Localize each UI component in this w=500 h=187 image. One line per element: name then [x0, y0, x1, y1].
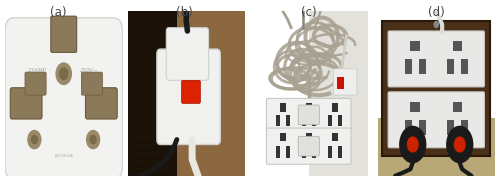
Bar: [447, 120, 454, 135]
Bar: [337, 77, 344, 89]
Bar: [410, 41, 420, 51]
Circle shape: [28, 131, 41, 149]
Circle shape: [400, 126, 425, 163]
FancyBboxPatch shape: [25, 72, 46, 95]
Circle shape: [56, 63, 72, 85]
FancyBboxPatch shape: [182, 80, 201, 103]
FancyBboxPatch shape: [51, 16, 76, 52]
Circle shape: [32, 135, 38, 144]
Bar: [328, 146, 332, 158]
Circle shape: [60, 68, 68, 79]
Bar: [128, 11, 177, 176]
Bar: [332, 103, 338, 112]
Bar: [276, 146, 280, 158]
Bar: [332, 133, 338, 141]
Bar: [312, 146, 316, 158]
Text: (a): (a): [50, 6, 67, 19]
Bar: [328, 115, 332, 126]
Bar: [286, 115, 290, 126]
Bar: [306, 133, 312, 141]
FancyBboxPatch shape: [10, 88, 42, 119]
Bar: [338, 146, 342, 158]
Bar: [378, 118, 495, 176]
FancyBboxPatch shape: [388, 92, 484, 148]
Circle shape: [86, 131, 100, 149]
FancyBboxPatch shape: [5, 18, 122, 179]
Text: (b): (b): [176, 6, 192, 19]
Circle shape: [454, 137, 465, 152]
FancyBboxPatch shape: [86, 88, 117, 119]
Bar: [280, 133, 286, 141]
FancyBboxPatch shape: [298, 105, 320, 125]
Bar: [418, 59, 426, 74]
Bar: [410, 102, 420, 112]
Bar: [177, 11, 245, 176]
Bar: [447, 59, 454, 74]
Bar: [309, 11, 368, 176]
Text: 250V~: 250V~: [80, 68, 99, 73]
Text: (d): (d): [428, 6, 445, 19]
Bar: [280, 103, 286, 112]
Bar: [302, 115, 306, 126]
Text: (c): (c): [301, 6, 317, 19]
FancyBboxPatch shape: [266, 98, 351, 131]
FancyBboxPatch shape: [166, 28, 208, 80]
FancyBboxPatch shape: [266, 128, 351, 164]
Bar: [404, 59, 411, 74]
Circle shape: [90, 135, 96, 144]
Bar: [302, 146, 306, 158]
Bar: [418, 120, 426, 135]
Circle shape: [408, 137, 418, 152]
Text: BS1363/A: BS1363/A: [54, 154, 73, 158]
Bar: [461, 120, 468, 135]
FancyBboxPatch shape: [82, 72, 102, 95]
Circle shape: [447, 126, 472, 163]
FancyBboxPatch shape: [298, 136, 320, 156]
Bar: [404, 120, 411, 135]
FancyBboxPatch shape: [157, 49, 220, 145]
Bar: [276, 115, 280, 126]
Bar: [312, 115, 316, 126]
FancyBboxPatch shape: [334, 69, 357, 95]
Bar: [338, 115, 342, 126]
Circle shape: [434, 22, 438, 27]
FancyBboxPatch shape: [388, 31, 484, 87]
Bar: [306, 103, 312, 112]
Bar: [452, 102, 462, 112]
Bar: [382, 21, 490, 156]
Bar: [286, 146, 290, 158]
Bar: [461, 59, 468, 74]
Bar: [452, 41, 462, 51]
Text: 13AMP: 13AMP: [28, 68, 46, 73]
